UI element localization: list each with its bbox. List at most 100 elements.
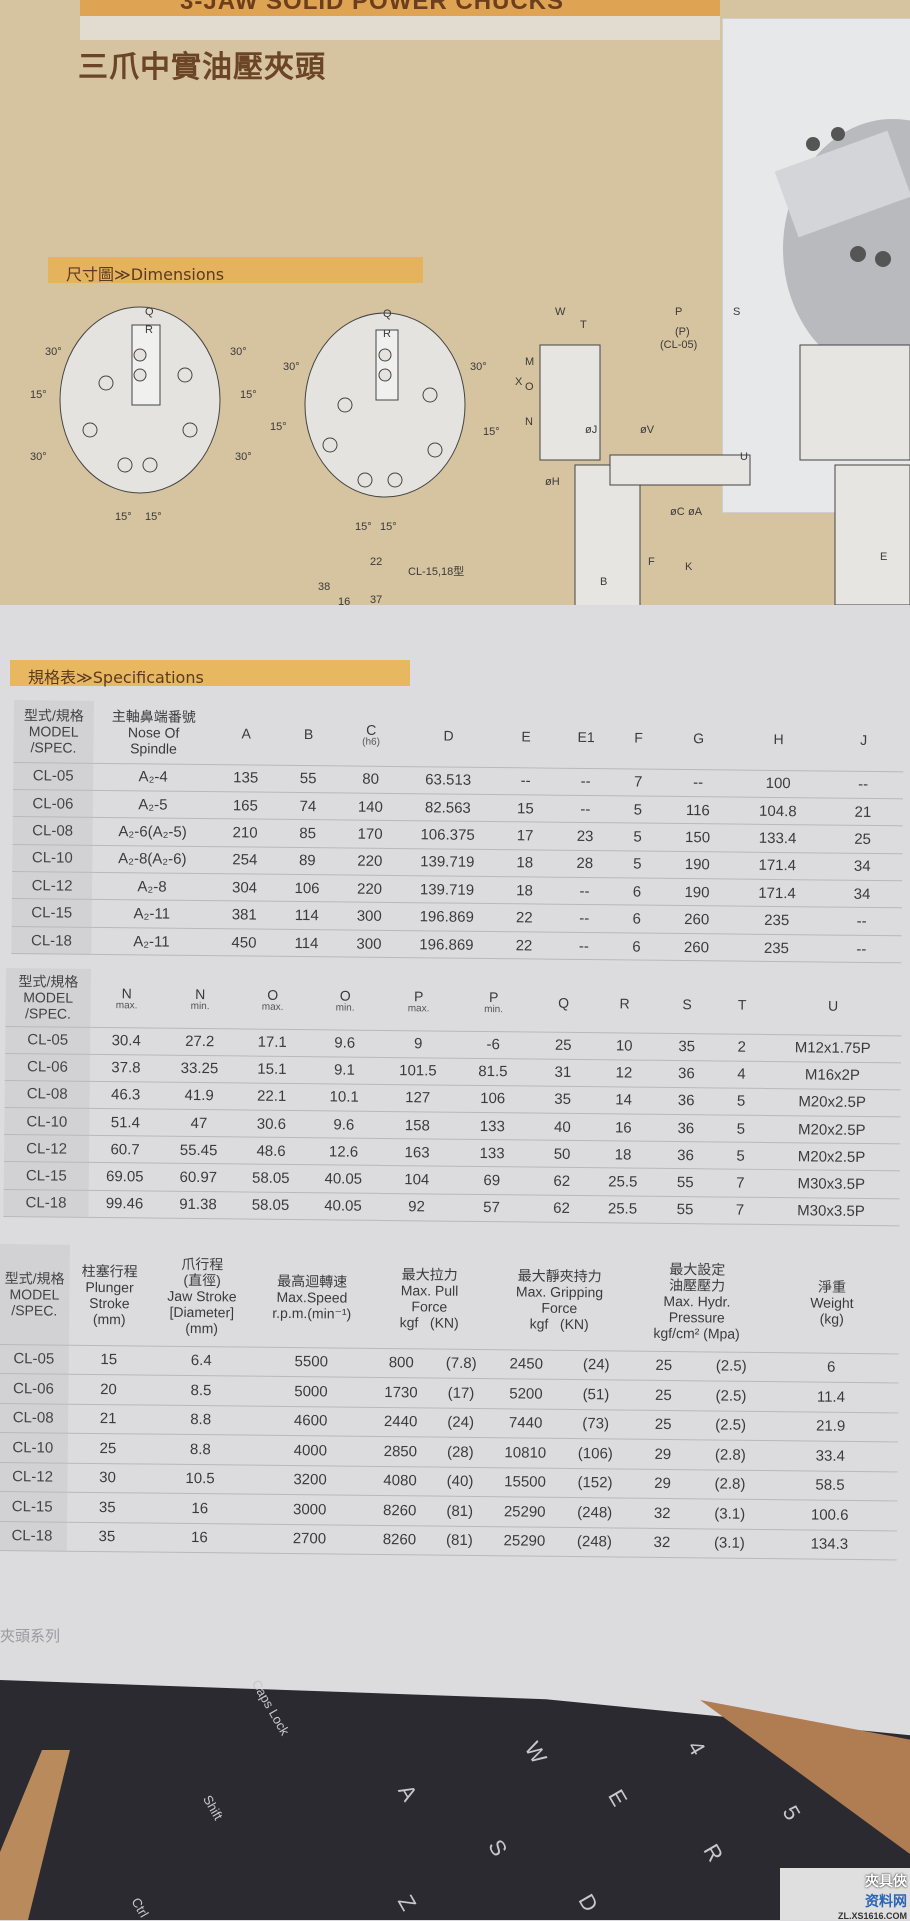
table-cell: 55.45: [160, 1136, 237, 1165]
table-cell: 158: [381, 1111, 454, 1140]
table-cell: 36: [653, 1059, 720, 1088]
header-text: (h6): [362, 736, 381, 748]
table-cell: (7.8): [433, 1348, 489, 1379]
model-cell: CL-18: [11, 926, 92, 955]
table-cell: 40.05: [305, 1192, 381, 1221]
label-30-d: 30°: [235, 451, 252, 463]
table-cell: 48.6: [235, 1137, 307, 1166]
table-header-row: 型式/規格 MODEL/SPEC. 主軸鼻端番號 Nose Of Spindle A …: [13, 700, 904, 772]
header-text: N: [195, 985, 206, 1002]
table-cell: M30x3.5P: [762, 1169, 900, 1199]
table-cell: 47: [161, 1109, 237, 1138]
label-q: Q: [145, 306, 154, 318]
header-max-pull: 最大拉力 Max. Pull Force kgf (KN): [368, 1247, 490, 1350]
table-cell: 33.4: [762, 1440, 898, 1472]
header-text: (KN): [429, 1314, 459, 1331]
spec-table-dimensions-1: 型式/規格 MODEL/SPEC. 主軸鼻端番號 Nose Of Spindle A …: [11, 700, 904, 964]
table-cell: 114: [276, 929, 337, 958]
table-cell: 25290: [486, 1526, 563, 1557]
table-cell: -6: [454, 1030, 533, 1059]
table-cell: 127: [381, 1084, 454, 1113]
table-cell: 69.05: [88, 1162, 161, 1191]
label-n: N: [525, 416, 533, 428]
watermark-brand: 夾具俠: [865, 1873, 907, 1889]
table-cell: 85: [277, 819, 338, 848]
header-text: 最大拉力: [401, 1265, 458, 1283]
table-cell: 133: [453, 1112, 532, 1141]
header-text: (mm): [92, 1310, 126, 1328]
header-text: 型式/規格: [18, 972, 79, 990]
header-text: 型式/規格: [4, 1269, 65, 1287]
table-cell: 2: [719, 1033, 765, 1062]
header-text: 最大設定: [669, 1260, 726, 1278]
table-cell: M20x2.5P: [762, 1142, 901, 1172]
table-cell: 18: [491, 876, 558, 905]
header-text: max.: [115, 999, 138, 1012]
header-text: max.: [407, 1002, 430, 1015]
header-j: J: [823, 708, 904, 772]
header-text: 最大靜夾持力: [517, 1267, 602, 1285]
table-cell: 22.1: [236, 1082, 307, 1111]
table-cell: 21: [68, 1403, 149, 1435]
watermark-site: 资料网: [865, 1893, 907, 1909]
header-u: U: [764, 975, 902, 1036]
table-cell: 11.4: [763, 1381, 899, 1413]
label-15-c: 15°: [115, 511, 132, 523]
header-s: S: [654, 974, 720, 1034]
table-cell: 41.9: [161, 1082, 237, 1110]
table-cell: 196.869: [401, 903, 492, 932]
table-cell: 170: [337, 820, 403, 849]
header-f: F: [613, 706, 664, 769]
table-cell: --: [556, 877, 613, 906]
table-cell: 381: [211, 901, 277, 930]
table-cell: 25: [628, 1380, 699, 1411]
header-b: B: [278, 702, 339, 766]
table-cell: 139.719: [402, 848, 493, 877]
table-cell: 25290: [487, 1496, 563, 1527]
table-cell: 104: [380, 1165, 453, 1194]
specifications-section-label: 規格表≫Specifications: [10, 660, 410, 687]
header-text: r.p.m.(min⁻¹): [272, 1304, 352, 1322]
header-text: min.: [335, 1002, 355, 1014]
header-text: Weight: [810, 1294, 854, 1311]
table-cell: A₂-8: [91, 872, 213, 902]
table-cell: (17): [433, 1378, 489, 1409]
table-cell: (28): [432, 1437, 488, 1468]
table-cell: 51.4: [89, 1108, 162, 1137]
header-text: min.: [190, 1000, 210, 1012]
table-cell: --: [556, 932, 612, 961]
label-cl1518: CL-15,18型: [408, 564, 464, 578]
table-cell: A₂-11: [91, 927, 212, 956]
table-cell: 4: [718, 1060, 765, 1089]
table-cell: 4600: [253, 1405, 369, 1437]
table-cell: 82.563: [402, 793, 494, 822]
table-cell: 15500: [487, 1467, 563, 1498]
table-cell: 32: [626, 1527, 698, 1558]
table-cell: 25.5: [592, 1195, 653, 1224]
header-jaw-stroke: 爪行程 (直徑) Jaw Stroke [Diameter] (mm): [148, 1245, 255, 1347]
table-cell: 15: [492, 794, 559, 823]
table-cell: 304: [211, 873, 278, 902]
table-cell: M30x3.5P: [762, 1197, 900, 1226]
table-cell: M20x2.5P: [763, 1088, 901, 1117]
table-cell: 163: [380, 1138, 454, 1167]
table-cell: 171.4: [731, 879, 823, 908]
table-cell: 40: [531, 1113, 594, 1141]
table-cell: 5000: [253, 1376, 369, 1407]
table-cell: 15.1: [236, 1055, 308, 1084]
table-cell: 2450: [488, 1349, 564, 1380]
table-cell: 91.38: [160, 1190, 236, 1219]
label-15-e: 15°: [270, 421, 287, 433]
watermark-url: ZL.XS1616.COM: [837, 1911, 907, 1921]
table-cell: --: [558, 767, 614, 796]
model-cell: CL-12: [3, 1134, 90, 1163]
header-text: Force: [541, 1299, 578, 1316]
table-cell: --: [821, 907, 902, 936]
header-text: C: [366, 721, 377, 738]
header-text: (KN): [559, 1315, 589, 1332]
table-cell: (40): [432, 1466, 488, 1497]
page-title: 三爪中實油壓夾頭: [78, 50, 326, 85]
table-cell: 300: [336, 902, 402, 931]
